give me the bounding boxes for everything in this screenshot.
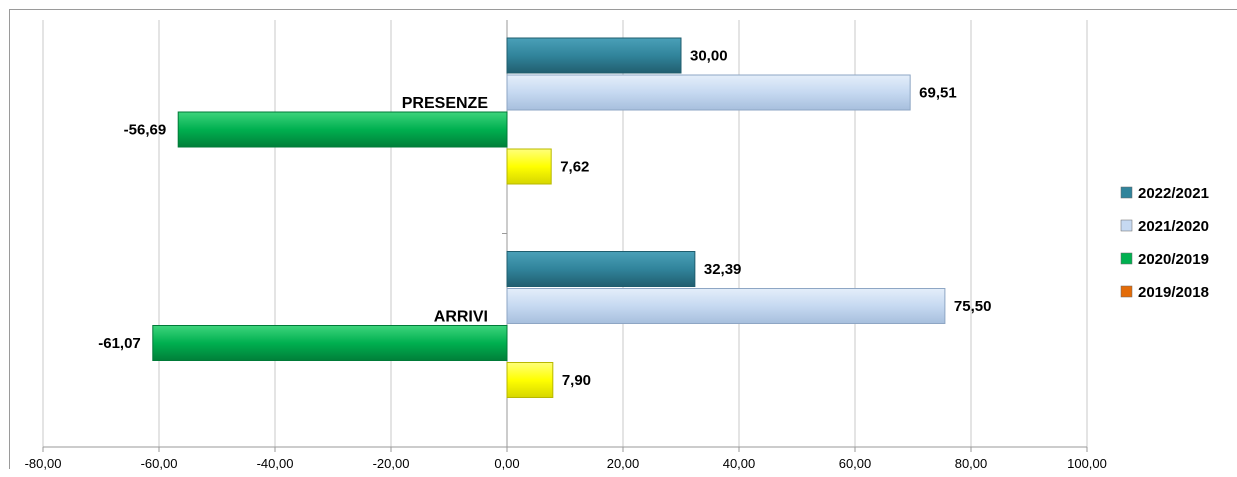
data-label: 7,62 xyxy=(560,159,589,176)
legend: 2022/2021 2021/2020 2020/2019 2019/2018 xyxy=(1120,185,1209,301)
category-label: PRESENZE xyxy=(402,95,489,112)
legend-swatch xyxy=(1120,219,1133,232)
data-label: 32,39 xyxy=(704,261,742,278)
data-label: 75,50 xyxy=(954,298,992,315)
x-tick-label: -20,00 xyxy=(373,456,410,471)
legend-swatch xyxy=(1120,285,1133,298)
x-tick-label: 40,00 xyxy=(723,456,756,471)
legend-label: 2020/2019 xyxy=(1138,251,1209,268)
bar-presenze-2020-2019 xyxy=(177,111,508,148)
labels: -80,00 -60,00 -40,00 -20,00 0,00 20,00 40,00 60… xyxy=(25,48,1107,472)
x-tick-label: 60,00 xyxy=(839,456,872,471)
category-label: ARRIVI xyxy=(434,309,488,326)
legend-swatch xyxy=(1120,252,1133,265)
bar-presenze-2022-2021 xyxy=(506,37,682,74)
legend-swatch xyxy=(1120,186,1133,199)
x-tick-label: 80,00 xyxy=(955,456,988,471)
bar-arrivi-2022-2021 xyxy=(506,251,696,287)
chart-frame xyxy=(9,9,1237,469)
legend-label: 2021/2020 xyxy=(1138,218,1209,235)
bar-presenze-2019-2018 xyxy=(506,148,552,185)
bars xyxy=(152,37,946,398)
bar-arrivi-2021-2020 xyxy=(506,288,946,324)
x-tick-label: 100,00 xyxy=(1067,456,1107,471)
bar-arrivi-2020-2019 xyxy=(152,325,508,361)
bar-arrivi-2019-2018 xyxy=(506,362,554,398)
data-label: 7,90 xyxy=(562,372,591,389)
data-label: 69,51 xyxy=(919,85,957,102)
legend-label: 2022/2021 xyxy=(1138,185,1209,202)
bar-presenze-2021-2020 xyxy=(506,74,911,111)
data-label: 30,00 xyxy=(690,48,728,65)
x-tick-label: -40,00 xyxy=(257,456,294,471)
x-tick-label: 0,00 xyxy=(494,456,519,471)
x-tick-label: 20,00 xyxy=(607,456,640,471)
data-label: -61,07 xyxy=(98,335,141,352)
data-label: -56,69 xyxy=(124,122,167,139)
x-tick-label: -60,00 xyxy=(141,456,178,471)
legend-label: 2019/2018 xyxy=(1138,284,1209,301)
x-tick-label: -80,00 xyxy=(25,456,62,471)
